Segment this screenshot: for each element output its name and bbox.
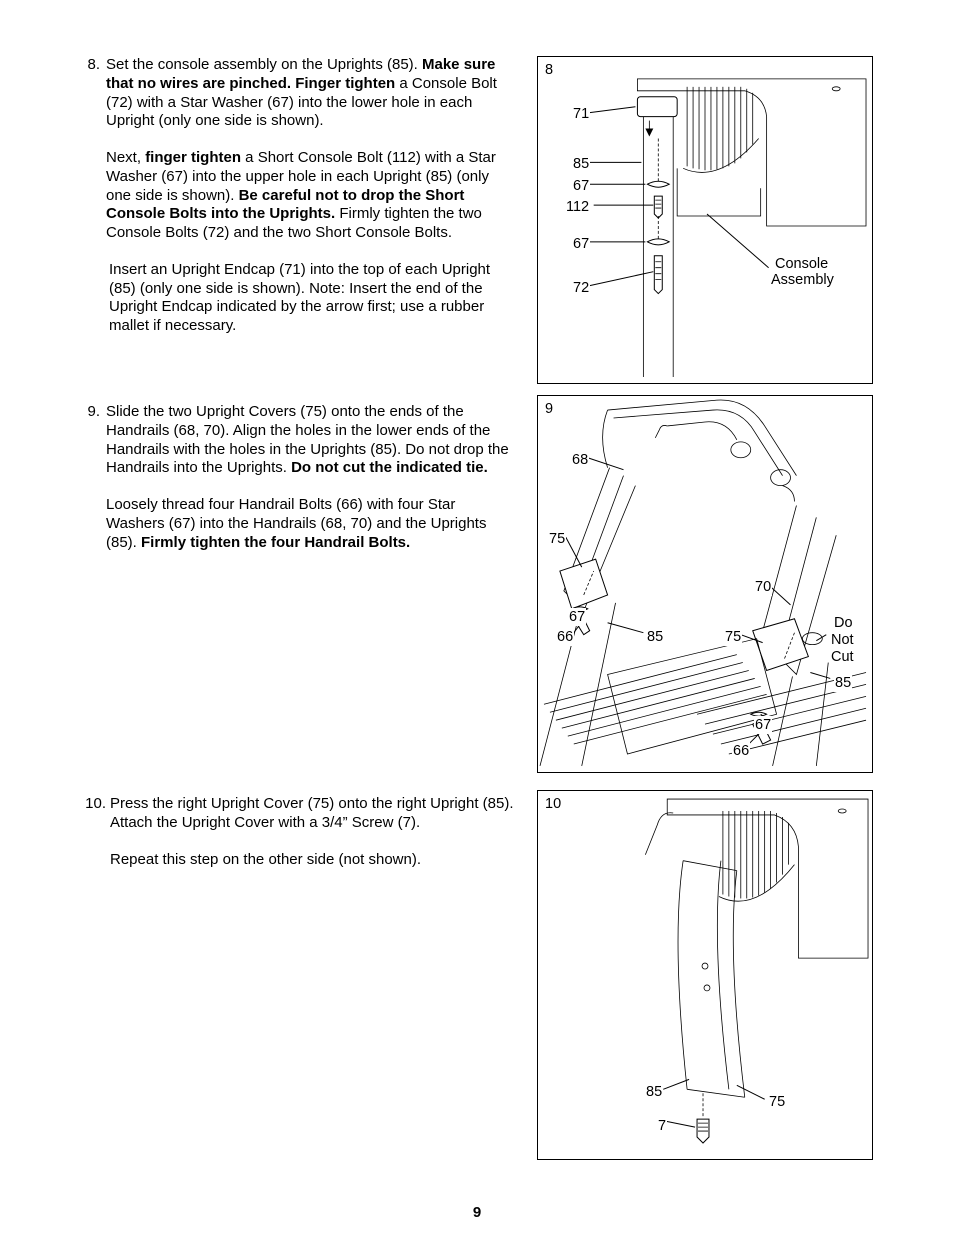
step-9-p1: Slide the two Upright Covers (75) onto t… <box>106 403 518 478</box>
fig9-lbl-70: 70 <box>754 578 772 596</box>
fig9-lbl-75a: 75 <box>548 530 566 548</box>
fig9-lbl-cut: Cut <box>830 648 855 666</box>
fig9-lbl-67a: 67 <box>568 608 586 626</box>
step-8-body: Set the console assembly on the Uprights… <box>106 56 518 336</box>
step-10-number: 10. <box>80 795 106 814</box>
figure-8: 8 <box>537 56 873 384</box>
fig9-lbl-do: Do <box>833 614 854 632</box>
step-10-p2: Repeat this step on the other side (not … <box>110 851 518 870</box>
step-10-p1: Press the right Upright Cover (75) onto … <box>110 795 518 833</box>
fig8-lbl-67b: 67 <box>572 235 590 253</box>
step-9-body: Slide the two Upright Covers (75) onto t… <box>106 403 518 552</box>
fig8-lbl-85: 85 <box>572 155 590 173</box>
page: 8. Set the console assembly on the Uprig… <box>0 0 954 1235</box>
fig10-lbl-7: 7 <box>657 1117 667 1135</box>
fig8-lbl-72: 72 <box>572 279 590 297</box>
fig9-lbl-66b: 66 <box>732 742 750 760</box>
fig9-lbl-not: Not <box>830 631 855 649</box>
fig10-lbl-75: 75 <box>768 1093 786 1111</box>
step-8-p1: Set the console assembly on the Uprights… <box>106 56 518 131</box>
fig9-lbl-66a: 66 <box>556 628 574 646</box>
fig10-lbl-85: 85 <box>645 1083 663 1101</box>
figure-9: 9 <box>537 395 873 773</box>
fig8-lbl-71: 71 <box>572 105 590 123</box>
step-8: 8. Set the console assembly on the Uprig… <box>80 56 518 354</box>
fig9-lbl-75b: 75 <box>724 628 742 646</box>
step-9-number: 9. <box>80 403 100 422</box>
fig9-lbl-68: 68 <box>571 451 589 469</box>
step-8-p3: Insert an Upright Endcap (71) into the t… <box>109 261 518 336</box>
fig8-lbl-assembly: Assembly <box>770 271 835 289</box>
step-8-number: 8. <box>80 56 100 75</box>
figure-10: 10 <box>537 790 873 1160</box>
fig9-lbl-67b: 67 <box>754 716 772 734</box>
step-10-body: Press the right Upright Cover (75) onto … <box>110 795 518 869</box>
fig9-lbl-85b: 85 <box>834 674 852 692</box>
step-10: 10. Press the right Upright Cover (75) o… <box>80 795 518 887</box>
figure-10-svg <box>538 791 872 1159</box>
step-8-p2: Next, finger tighten a Short Console Bol… <box>106 149 518 243</box>
fig9-lbl-85a: 85 <box>646 628 664 646</box>
page-number: 9 <box>0 1204 954 1223</box>
step-9-p2: Loosely thread four Handrail Bolts (66) … <box>106 496 518 552</box>
fig8-lbl-112: 112 <box>565 198 590 216</box>
fig8-lbl-67a: 67 <box>572 177 590 195</box>
step-9: 9. Slide the two Upright Covers (75) ont… <box>80 403 518 570</box>
